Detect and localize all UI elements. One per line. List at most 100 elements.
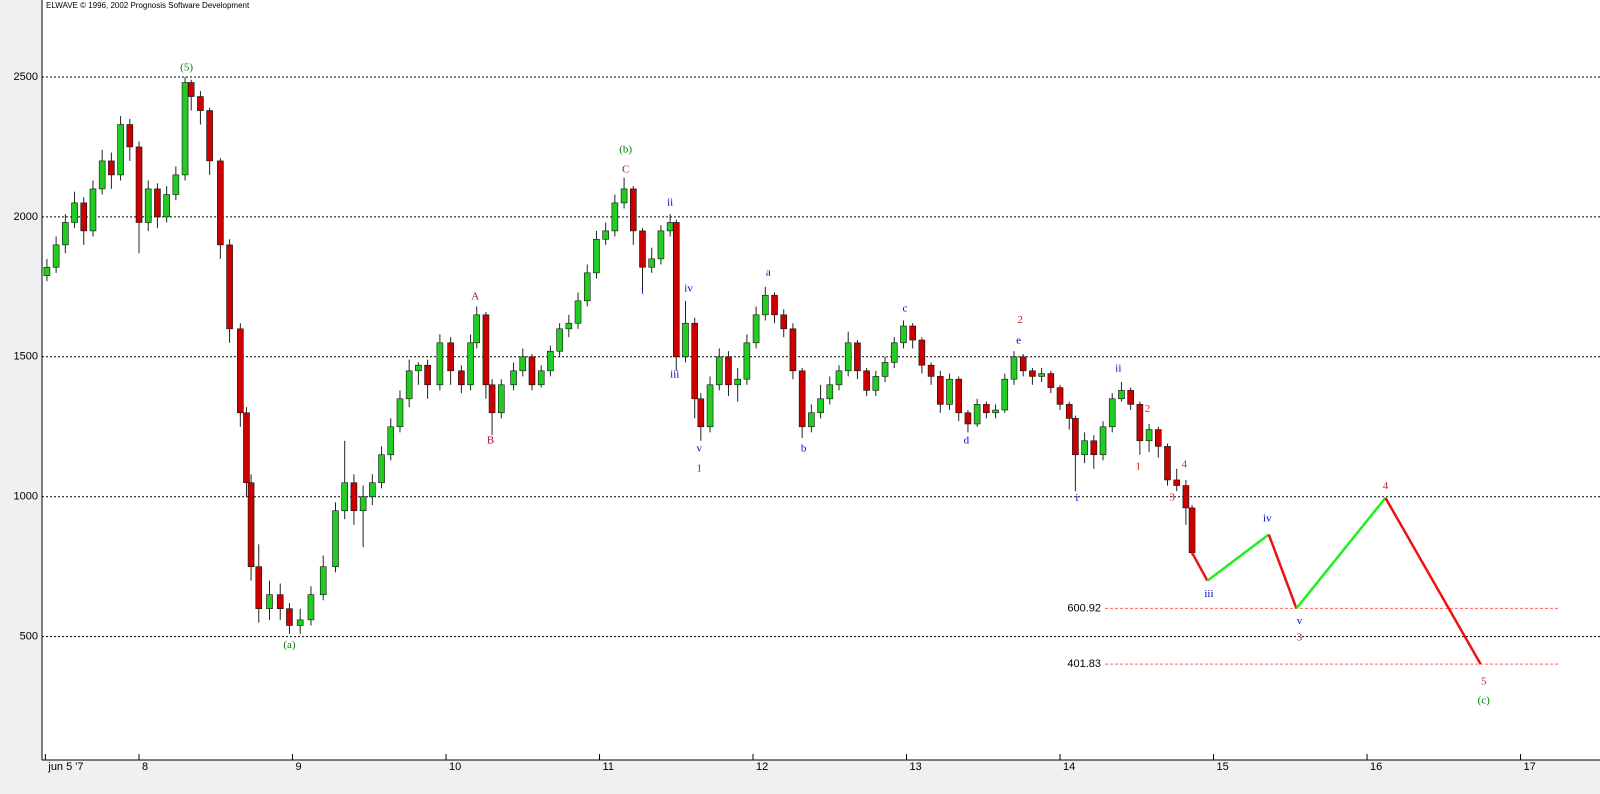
x-tick-label: 9 [296,761,302,773]
wave-label: i [1075,492,1078,504]
candle-body [415,364,422,372]
candle-body [900,325,907,344]
wave-label: iv [1263,512,1272,524]
wave-label: e [1016,334,1021,346]
candle-body [1029,370,1036,377]
candle-body [424,364,431,386]
candle-body [52,244,60,268]
candle-body [918,339,926,366]
candle-body [71,202,78,223]
wave-label: (a) [283,639,296,651]
candle-body [359,496,367,512]
candle-body [286,608,293,626]
candle-body [983,404,990,414]
wave-label: 3 [1169,491,1175,503]
candle-body [881,362,889,377]
candle-body [163,194,170,218]
wave-label: C [622,163,629,175]
candle-body [715,356,723,386]
wave-label: iv [684,282,693,294]
candle-body [909,325,916,341]
y-tick-label: 1500 [14,351,38,363]
wave-label: a [766,266,771,278]
candle-body [798,370,806,428]
candle-body [447,342,454,372]
candle-body [436,342,444,386]
candle-body [247,482,255,568]
candle-body [583,272,591,302]
candle-body [620,188,628,204]
candle-body [350,482,358,512]
wave-label: 4 [1182,458,1188,470]
candle-body [1118,390,1125,400]
wave-label: B [487,434,494,446]
candle-body [1072,418,1079,456]
candle-body [844,342,852,372]
wave-label: (b) [619,144,632,156]
x-tick-label: 16 [1370,761,1382,773]
candle-body [135,146,143,223]
candle-body [197,96,204,111]
candle-body [369,482,376,498]
candle-body [1065,404,1073,419]
candle-body [1145,429,1153,442]
candle-body [808,412,815,428]
candle-body [519,356,527,372]
candle-body [565,322,573,330]
candle-body [396,398,404,428]
chart-title: ELWAVE © 1996, 2002 Prognosis Software D… [46,1,250,10]
candle-body [826,384,834,400]
candle-body [629,188,637,232]
candle-body [1081,440,1088,456]
x-tick-label: 15 [1217,761,1229,773]
candle-body [593,238,600,274]
candle-body [863,370,870,391]
projection-segment [1267,534,1298,609]
candle-body [467,342,474,386]
x-tick-label: 12 [756,761,768,773]
projection-segment [1384,497,1482,665]
y-tick-label: 2500 [14,71,38,83]
candle-body [1188,507,1196,554]
wave-label: b [801,442,807,454]
wave-label: (c) [1478,694,1491,706]
candle-body [835,370,843,386]
candle-body [1090,440,1098,456]
level-label: 401.83 [1067,658,1101,670]
candle-body [341,482,349,512]
candle-body [528,356,536,386]
candle-body [1056,387,1064,405]
candle-body [276,594,284,609]
candle-body [743,342,751,380]
candle-body [789,328,797,372]
candle-body [307,594,315,621]
wave-label: 2 [1145,403,1151,415]
candle-body [890,342,898,363]
candle-body [725,356,732,386]
candle-body [854,342,861,372]
candle-body [1164,446,1171,481]
candle-body [706,384,714,428]
candle-body [672,222,680,358]
candle-body [497,384,505,414]
level-label: 600.92 [1067,602,1101,614]
candle-body [817,398,824,414]
wave-label: iii [670,368,679,380]
candle-body [734,378,741,386]
candle-body [682,322,689,358]
candle-body [927,364,935,377]
candle-body [458,370,465,386]
candle-body [1182,485,1190,509]
candle-body [255,566,263,609]
x-tick-label: jun 5 '7 [47,761,83,773]
candle-body [98,160,106,190]
candle-body [872,376,880,391]
candle-body [332,510,339,568]
projection-segment [1206,533,1270,582]
candle-body [964,412,972,425]
wave-label: i [641,284,644,296]
candle-body [697,398,705,428]
y-tick-label: 500 [20,631,38,643]
candle-body [771,294,778,316]
